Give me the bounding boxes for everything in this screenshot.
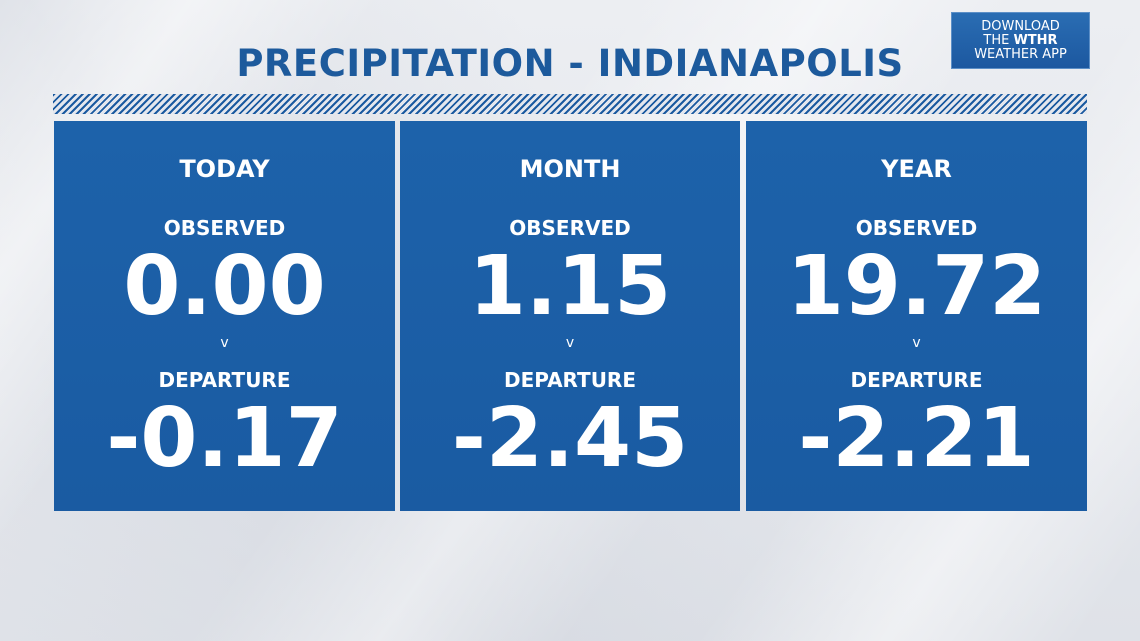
badge-brand: WTHR	[1013, 33, 1058, 48]
departure-label: DEPARTURE	[503, 368, 636, 392]
striped-divider	[53, 94, 1087, 114]
badge-line-1: DOWNLOAD	[981, 19, 1060, 34]
divider-mark: v	[912, 335, 921, 351]
panel-heading: TODAY	[179, 155, 270, 183]
departure-value: -0.17	[106, 391, 343, 486]
badge-line-3: WEATHER APP	[974, 47, 1067, 62]
observed-value: 1.15	[468, 239, 672, 334]
divider-mark: v	[220, 335, 229, 351]
departure-value: -2.45	[451, 391, 689, 486]
observed-label: OBSERVED	[509, 216, 631, 240]
departure-label: DEPARTURE	[158, 368, 291, 392]
panel-year: YEAR OBSERVED 19.72 v DEPARTURE -2.21	[746, 121, 1087, 511]
divider-mark: v	[565, 335, 575, 351]
download-app-badge[interactable]: DOWNLOAD THE WTHR WEATHER APP	[951, 12, 1090, 69]
panel-heading: YEAR	[881, 155, 952, 183]
panel-heading: MONTH	[519, 155, 621, 183]
departure-value: -2.21	[798, 391, 1035, 486]
observed-value: 0.00	[123, 239, 326, 334]
departure-label: DEPARTURE	[850, 368, 983, 392]
badge-line-2: THE WTHR	[952, 34, 1089, 48]
observed-label: OBSERVED	[855, 216, 978, 240]
panel-month: MONTH OBSERVED 1.15 v DEPARTURE -2.45	[400, 121, 740, 511]
observed-value: 19.72	[786, 239, 1047, 334]
badge-line-2-prefix: THE	[983, 33, 1014, 48]
page-title: PRECIPITATION - INDIANAPOLIS	[236, 42, 904, 85]
observed-label: OBSERVED	[163, 216, 286, 240]
panel-today: TODAY OBSERVED 0.00 v DEPARTURE -0.17	[54, 121, 395, 511]
